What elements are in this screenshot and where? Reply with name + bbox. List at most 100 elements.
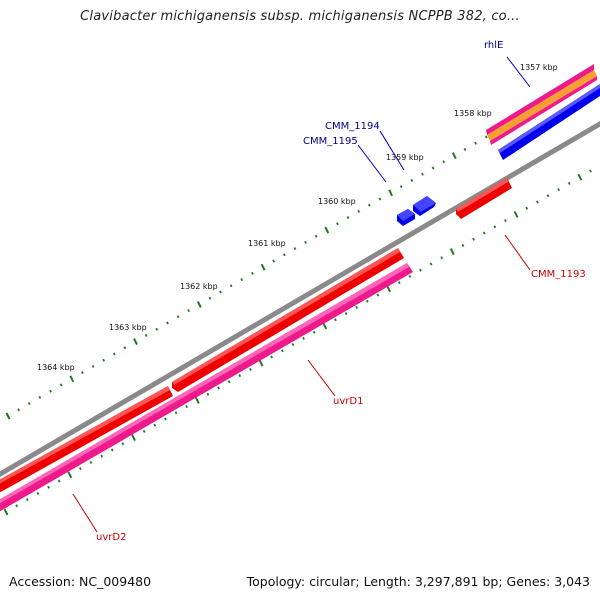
feature-CMM_1194[interactable] (413, 196, 436, 216)
outer-ring-minor-tick (484, 135, 488, 139)
accession-text: Accession: NC_009480 (9, 574, 152, 589)
inner-ring-major-tick (513, 210, 519, 218)
inner-ring-minor-tick (206, 392, 210, 396)
outer-ring-major-tick (451, 152, 457, 160)
inner-ring-minor-tick (525, 206, 529, 210)
inner-ring-minor-tick (142, 429, 146, 433)
outer-ring-minor-tick (431, 166, 435, 170)
inner-ring-major-tick (67, 471, 73, 479)
outer-ring-major-tick (196, 300, 202, 308)
outer-ring-minor-tick (293, 247, 297, 251)
inner-ring-minor-tick (15, 504, 19, 508)
inner-ring-minor-tick (546, 194, 550, 198)
tick-label: 1357 kbp (520, 63, 558, 72)
inner-ring-minor-tick (482, 231, 486, 235)
tick-labels: 1357 kbp 1358 kbp 1359 kbp 1360 kbp 1361 kbp… (37, 63, 558, 372)
inner-ring-minor-tick (557, 188, 561, 192)
outer-ring-major-tick (388, 189, 393, 197)
outer-ring-major-tick (5, 412, 11, 420)
rhlE-cds-track-lower[interactable] (490, 76, 597, 145)
tick-label: 1362 kbp (180, 282, 218, 291)
feature-CMM_1195[interactable] (397, 209, 415, 226)
outer-ring-minor-tick (240, 278, 244, 282)
outer-ring-minor-tick (112, 352, 116, 356)
outer-ring-minor-tick (123, 346, 127, 350)
tick-label: 1358 kbp (454, 109, 492, 118)
inner-ring-minor-tick (376, 293, 380, 297)
outer-ring-minor-tick (314, 234, 318, 238)
outer-ring-minor-tick (144, 333, 148, 337)
inner-ring-minor-tick (270, 355, 274, 359)
inner-ring-minor-tick (419, 268, 422, 272)
inner-ring-major-tick (194, 396, 200, 404)
outer-ring-major-tick (69, 375, 75, 383)
inner-ring-minor-tick (249, 367, 252, 371)
outer-ring-minor-tick (208, 296, 212, 300)
outer-ring-minor-tick (91, 364, 95, 368)
outer-ring-minor-tick (421, 172, 424, 176)
outer-ring-minor-tick (17, 408, 21, 412)
outer-ring-minor-tick (187, 309, 191, 313)
outer-ring-minor-tick (474, 141, 477, 145)
outer-ring-minor-tick (463, 147, 467, 151)
inner-ring-minor-tick (153, 423, 157, 427)
rhlE-gene-block-edge (498, 84, 600, 153)
feature-rhlE[interactable] (486, 64, 600, 160)
outer-ring-minor-tick (336, 222, 339, 226)
inner-ring-minor-tick (344, 312, 348, 316)
inner-ring-minor-tick (280, 349, 284, 353)
outer-ring-minor-tick (357, 209, 361, 213)
label-CMM_1194[interactable]: CMM_1194 (325, 121, 380, 132)
inner-ring-minor-tick (36, 491, 40, 495)
inner-ring-major-tick (386, 285, 391, 293)
feature-CMM_1193[interactable] (456, 178, 512, 219)
inner-ring-minor-tick (365, 299, 369, 303)
inner-ring-minor-tick (78, 467, 82, 471)
outer-ring-minor-tick (304, 240, 307, 244)
inner-ring-minor-tick (355, 305, 359, 309)
inner-ring-minor-tick (429, 262, 433, 266)
label-uvrD2[interactable]: uvrD2 (96, 532, 126, 543)
inner-ring-minor-tick (110, 448, 114, 452)
outer-ring-minor-tick (27, 402, 31, 406)
inner-ring-minor-tick (408, 274, 412, 278)
inner-ring-major-tick (258, 359, 264, 367)
inner-ring-minor-tick (567, 181, 571, 185)
inner-ring-minor-tick (334, 318, 337, 322)
outer-ring-minor-tick (102, 358, 106, 362)
outer-ring-minor-tick (272, 259, 276, 263)
label-uvrD1[interactable]: uvrD1 (333, 396, 363, 407)
tick-label: 1359 kbp (386, 153, 424, 162)
inner-ring-minor-tick (504, 219, 507, 223)
inner-ring-minor-tick (535, 200, 539, 204)
outer-ring-minor-tick (346, 216, 350, 220)
rhlE-rrna-track[interactable] (487, 70, 597, 141)
outer-ring-minor-tick (59, 383, 63, 387)
label-rhlE[interactable]: rhlE (484, 40, 503, 51)
outer-ring-minor-tick (155, 327, 159, 331)
label-CMM_1193[interactable]: CMM_1193 (531, 269, 586, 280)
inner-ring-minor-tick (25, 498, 29, 502)
inner-ring-minor-tick (185, 405, 189, 409)
inner-ring-major-tick (131, 434, 136, 442)
outer-ring-minor-tick (410, 178, 414, 182)
inner-ring-minor-tick (164, 417, 167, 421)
label-CMM_1195[interactable]: CMM_1195 (303, 136, 358, 147)
outer-ring-major-tick (324, 226, 330, 234)
inner-ring-major-tick (577, 173, 583, 181)
feature-uvrD1[interactable] (0, 248, 404, 498)
inner-ring-minor-tick (174, 411, 178, 415)
genome-summary-text: Topology: circular; Length: 3,297,891 bp… (246, 574, 590, 589)
feature-uvrD2[interactable] (0, 263, 413, 517)
outer-ring-minor-tick (176, 315, 180, 319)
outer-ring-major-tick (260, 263, 266, 271)
outer-ring-minor-tick (229, 284, 233, 288)
inner-ring-minor-tick (57, 479, 61, 483)
inner-ring-minor-tick (291, 343, 295, 347)
inner-ring-minor-tick (47, 485, 50, 489)
outer-ring-minor-tick (282, 253, 286, 257)
inner-ring-minor-tick (89, 460, 93, 464)
inner-ring-minor-tick (121, 442, 125, 446)
rhlE-cds-track[interactable] (486, 64, 594, 135)
